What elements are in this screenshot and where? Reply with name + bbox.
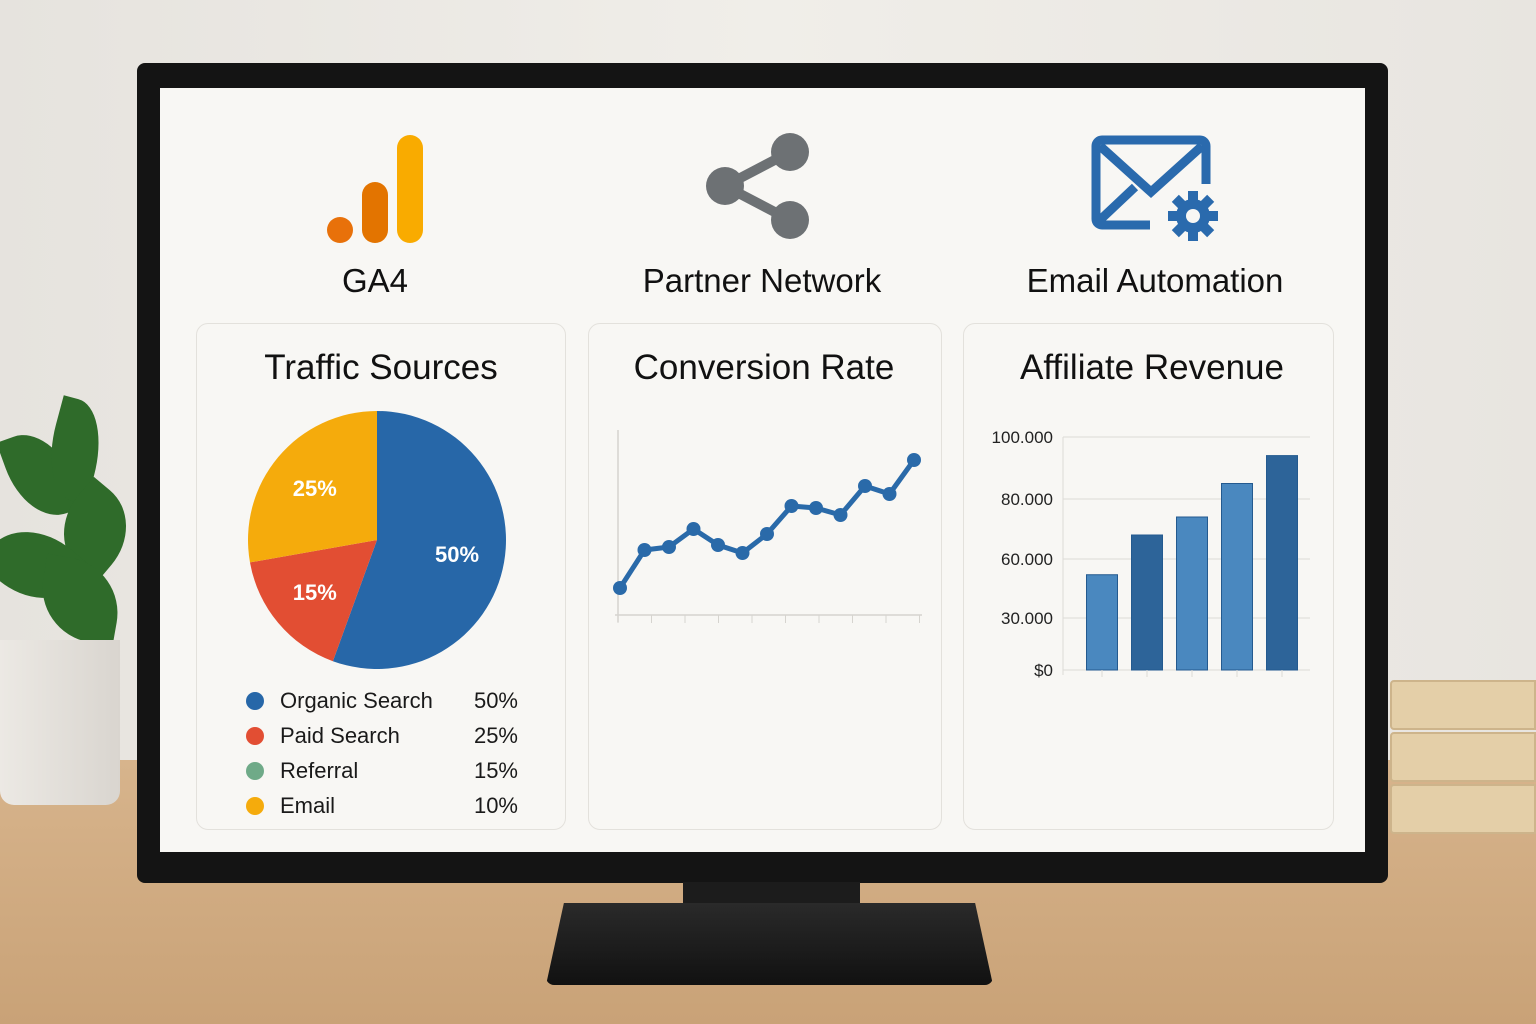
legend-label: Paid Search xyxy=(280,723,400,748)
monitor-stand-base xyxy=(546,903,993,985)
pie-slice-label: 15% xyxy=(293,580,337,605)
bar xyxy=(1131,534,1163,671)
legend-value: 25% xyxy=(473,723,518,748)
pie-slice xyxy=(248,411,377,563)
bar xyxy=(1221,483,1253,671)
line-point xyxy=(858,479,872,493)
legend-item: Referral 15% xyxy=(246,756,518,786)
bar-chart: $0 30.000 60.000 80.000 100.000 xyxy=(992,428,1310,680)
legend-dot xyxy=(246,762,264,780)
legend-value: 10% xyxy=(473,793,518,818)
legend-value: 15% xyxy=(473,758,518,783)
legend-item: Email 10% xyxy=(246,791,518,821)
line-point xyxy=(809,501,823,515)
chart-title: Conversion Rate xyxy=(633,348,895,387)
line-point xyxy=(882,487,897,501)
tool-title-email-automation: Email Automation xyxy=(1026,262,1284,299)
legend-item: Organic Search 50% xyxy=(246,686,518,716)
legend-value: 50% xyxy=(473,688,518,713)
bar xyxy=(1086,574,1118,671)
line-point xyxy=(784,499,799,513)
y-tick-label: 80.000 xyxy=(1001,490,1053,509)
bar xyxy=(1266,455,1298,671)
share-icon xyxy=(706,133,809,239)
pie-slice xyxy=(332,411,507,669)
conversion-rate-card xyxy=(588,323,942,830)
line-point xyxy=(637,543,652,557)
tool-title-ga4: GA4 xyxy=(341,262,409,299)
legend-label: Email xyxy=(280,793,336,818)
y-tick-label: 30.000 xyxy=(1001,609,1053,628)
legend-dot xyxy=(246,727,264,745)
legend-label: Organic Search xyxy=(280,688,433,713)
legend-label: Referral xyxy=(280,758,359,783)
line-point xyxy=(760,527,774,541)
bar xyxy=(1176,516,1208,671)
chart-title: Traffic Sources xyxy=(264,348,498,387)
line-point xyxy=(613,581,627,595)
plant xyxy=(0,390,148,650)
pie-slice xyxy=(249,540,377,662)
line-point xyxy=(735,546,750,560)
tool-title-partner-network: Partner Network xyxy=(642,262,882,299)
chart-title: Affiliate Revenue xyxy=(1020,348,1284,387)
line-point xyxy=(711,538,725,552)
y-tick-label: 60.000 xyxy=(1001,550,1053,569)
line-chart xyxy=(613,430,922,623)
line-point xyxy=(686,522,701,536)
book-stack xyxy=(1390,680,1536,840)
line-point xyxy=(662,540,676,554)
line-point xyxy=(907,453,921,467)
legend-dot xyxy=(246,797,264,815)
analytics-bars-icon xyxy=(327,135,423,243)
pie-chart: 50% 15% 25% xyxy=(248,411,507,669)
plant-pot xyxy=(0,640,120,805)
email-gear-icon xyxy=(1091,135,1218,241)
y-tick-label: $0 xyxy=(1034,661,1053,680)
legend-dot xyxy=(246,692,264,710)
pie-slice-label: 50% xyxy=(435,542,479,567)
monitor-stand-neck xyxy=(683,882,860,907)
line-series xyxy=(617,458,917,590)
line-point xyxy=(833,508,848,522)
y-tick-label: 100.000 xyxy=(992,428,1053,447)
legend-item: Paid Search 25% xyxy=(246,721,518,751)
pie-slice-label: 25% xyxy=(293,476,337,501)
